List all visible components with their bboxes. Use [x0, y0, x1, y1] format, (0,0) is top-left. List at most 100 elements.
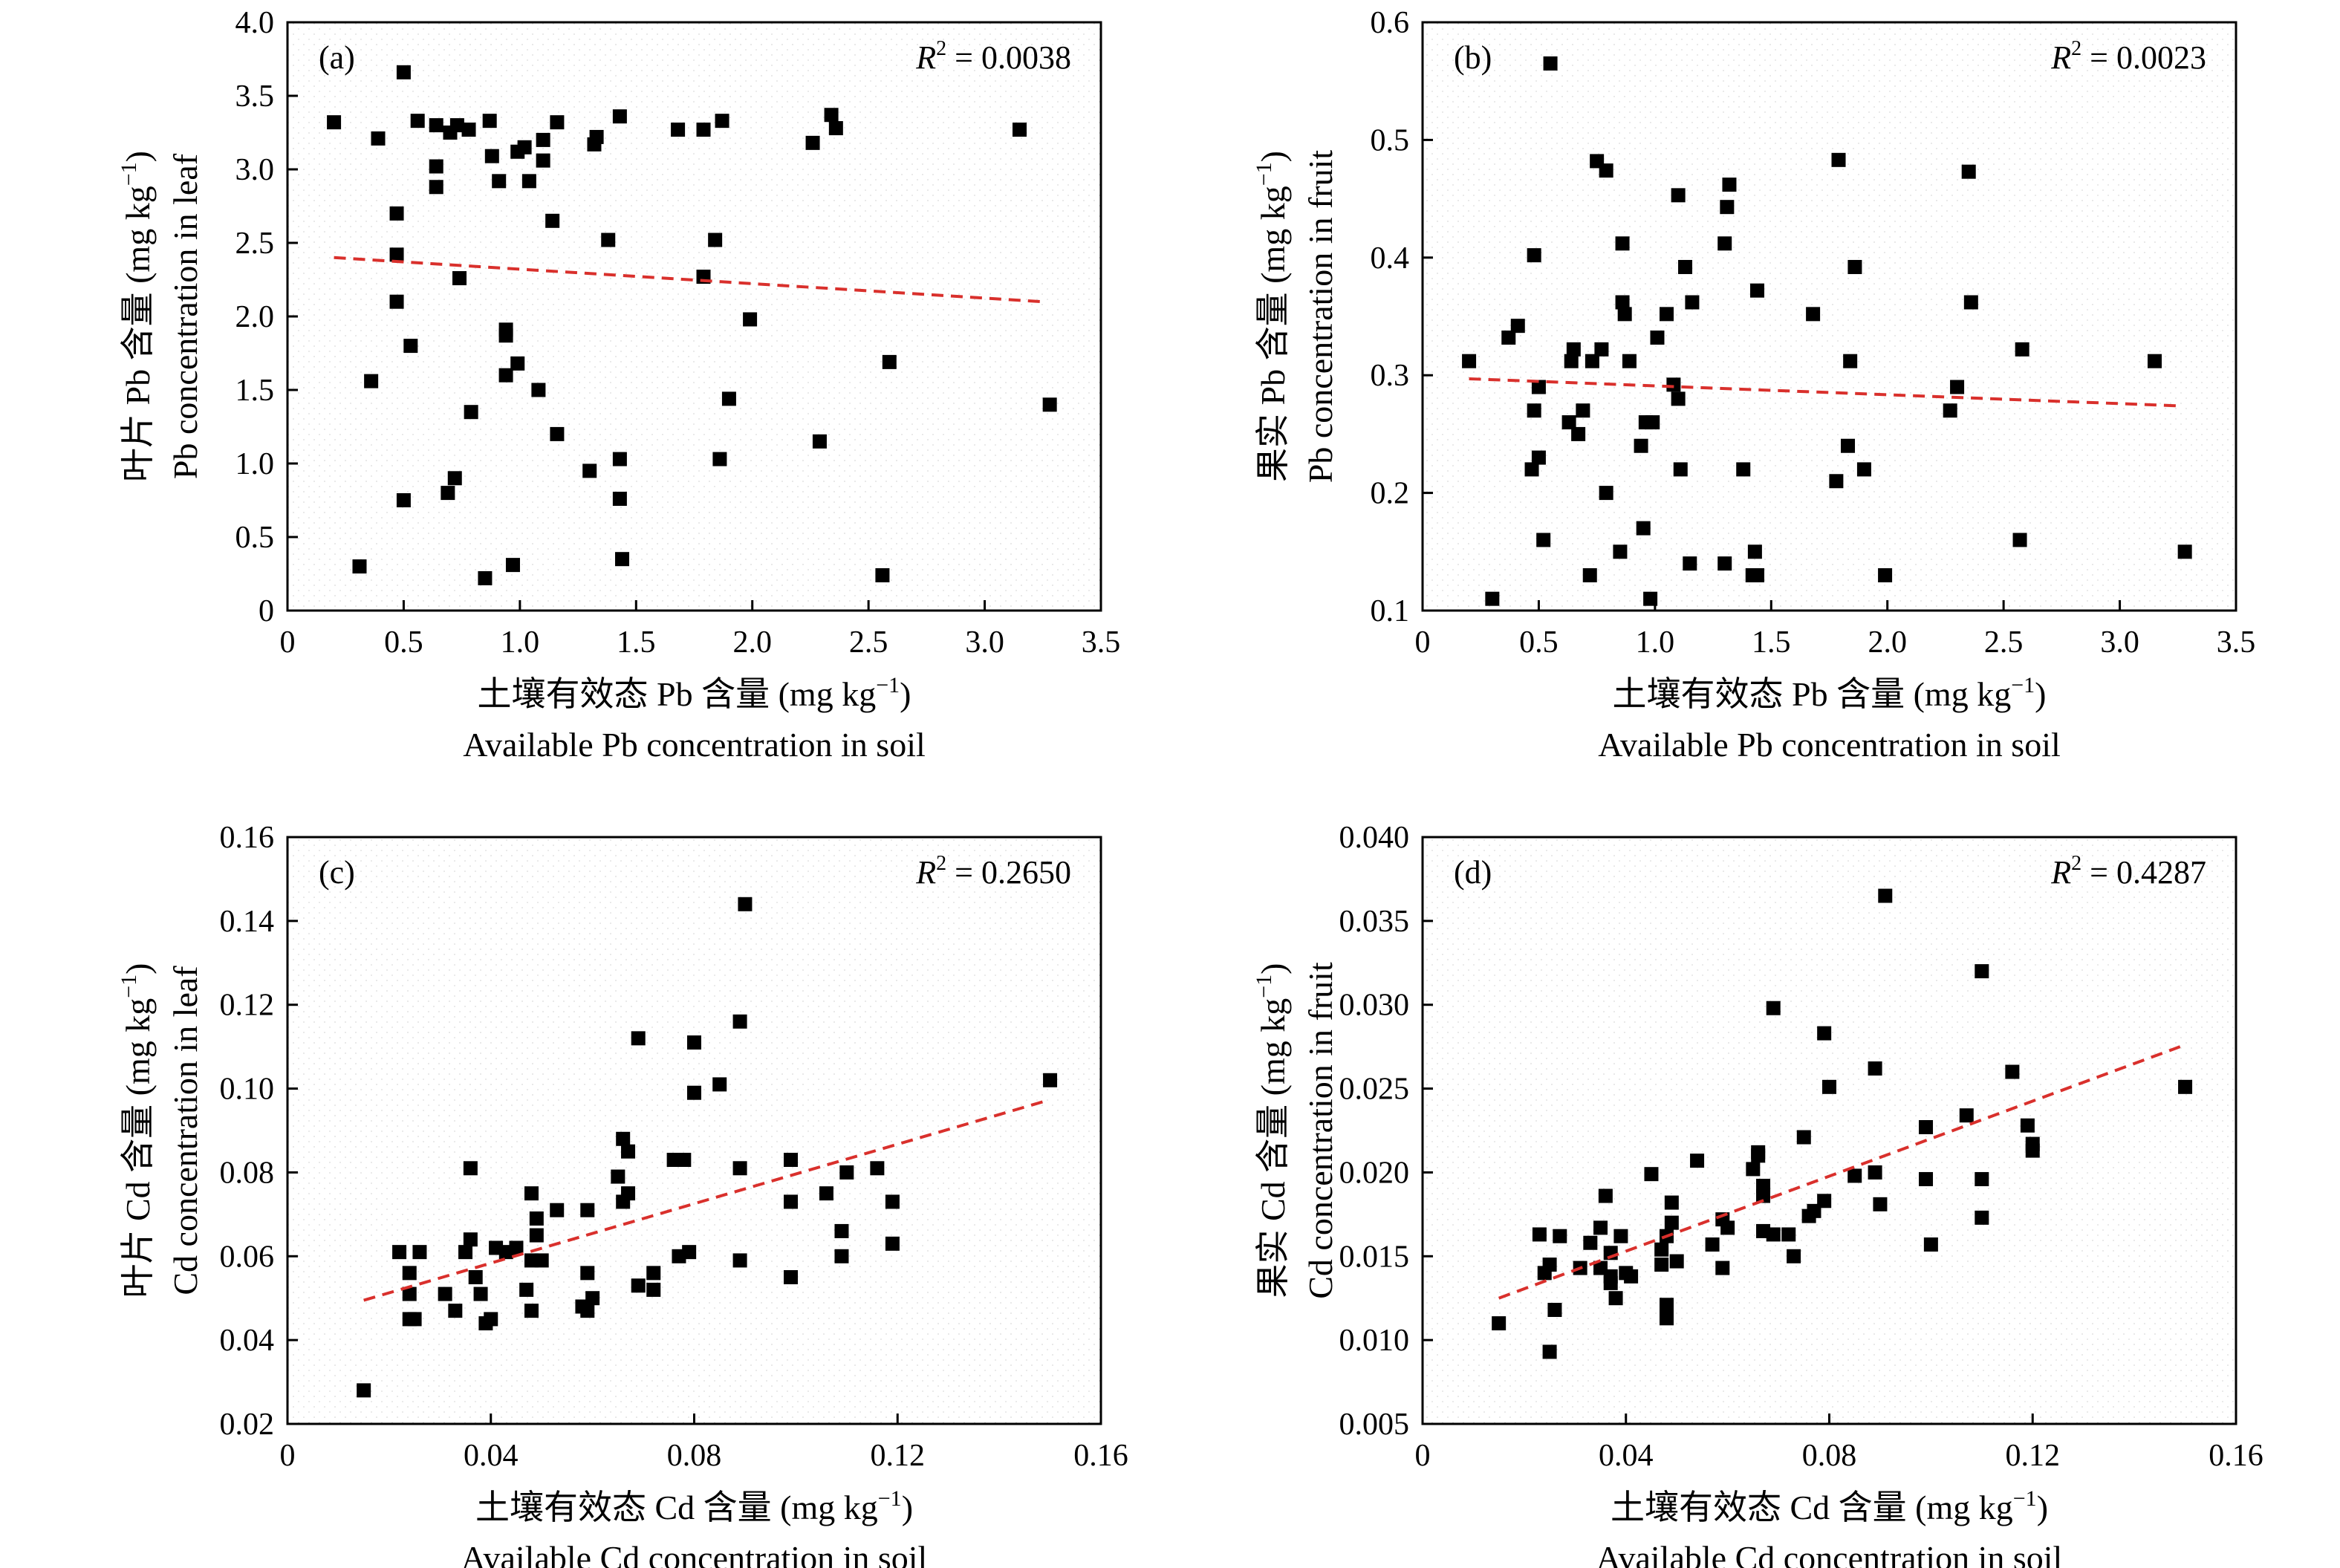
y-tick-label: 0.04 — [220, 1324, 275, 1358]
x-tick-label: 1.5 — [617, 625, 656, 660]
x-axis-label-en: Available Pb concentration in soil — [1598, 726, 2061, 764]
y-tick-label: 0.1 — [1371, 594, 1410, 628]
data-point — [580, 1304, 595, 1318]
y-tick-label: 0.2 — [1371, 477, 1410, 511]
y-tick-label: 0.010 — [1339, 1324, 1410, 1358]
data-point — [1536, 533, 1551, 547]
data-point — [708, 232, 723, 247]
data-point — [1736, 462, 1751, 477]
data-point — [1878, 567, 1893, 582]
data-point — [534, 1253, 549, 1268]
data-point — [784, 1153, 799, 1167]
data-points — [1492, 888, 2193, 1359]
data-point — [1868, 1165, 1882, 1180]
data-point — [839, 1165, 854, 1180]
data-point — [882, 354, 897, 369]
data-point — [1543, 56, 1558, 71]
data-point — [712, 1077, 727, 1092]
y-tick-label: 0.5 — [1371, 123, 1410, 157]
data-point — [1817, 1194, 1832, 1208]
data-point — [1542, 1258, 1557, 1272]
x-axis-label-en: Available Pb concentration in soil — [463, 726, 926, 764]
data-point — [631, 1031, 646, 1046]
data-point — [521, 174, 536, 189]
data-point — [407, 1312, 422, 1327]
y-axis-label-en: Pb concentration in fruit — [1301, 150, 1339, 484]
data-point — [529, 1228, 544, 1243]
data-point — [885, 1194, 900, 1209]
panel-b: 0 0.5 1.0 1.5 2.0 2.5 3.0 3.5 0.1 0.2 0.3 0.4 0.5 0.6… — [1252, 6, 2255, 764]
data-point — [1878, 888, 1893, 903]
x-tick-label: 1.0 — [1636, 625, 1675, 660]
data-point — [1847, 259, 1862, 274]
y-tick-label: 0.025 — [1339, 1073, 1410, 1107]
data-point — [484, 1312, 498, 1327]
y-tick-label: 2.5 — [235, 227, 275, 261]
data-point — [1531, 450, 1546, 465]
panel-label: (c) — [319, 854, 355, 891]
data-point — [1847, 1168, 1862, 1183]
y-axis-label: 叶片 Pb 含量 (mg kg−1) — [117, 151, 157, 482]
data-point — [1571, 426, 1586, 441]
data-point — [682, 1245, 697, 1260]
data-point — [1766, 1001, 1781, 1015]
data-point — [1683, 556, 1697, 571]
data-point — [677, 1153, 692, 1167]
data-point — [1566, 342, 1581, 357]
data-point — [473, 1286, 488, 1301]
data-point — [1644, 1167, 1659, 1182]
data-point — [1594, 342, 1609, 357]
data-point — [1843, 354, 1858, 368]
data-point — [1524, 462, 1539, 477]
data-point — [468, 1270, 483, 1284]
data-point — [531, 383, 546, 397]
data-point — [1943, 403, 1957, 418]
x-axis-label: 土壤有效态 Cd 含量 (mg kg−1) — [475, 1486, 913, 1526]
x-tick-label: 0.12 — [871, 1439, 926, 1473]
data-point — [1643, 591, 1658, 606]
data-point — [621, 1186, 636, 1201]
panel-a: 0 0.5 1.0 1.5 2.0 2.5 3.0 3.5 0 0.5 1.0 1.5 2.0 2.5 3.… — [117, 6, 1120, 764]
data-point — [1564, 354, 1579, 368]
data-point — [448, 1304, 463, 1318]
data-point — [784, 1194, 799, 1209]
data-point — [1781, 1227, 1796, 1242]
data-point — [1660, 1311, 1674, 1326]
r-squared-annotation: R2 = 0.0023 — [2050, 37, 2206, 76]
x-axis-label-en: Available Cd concentration in soil — [1596, 1539, 2063, 1568]
plot-background — [287, 837, 1101, 1424]
data-point — [2148, 354, 2162, 368]
data-point — [1650, 331, 1665, 345]
data-point — [1043, 1073, 1058, 1087]
data-point — [402, 1286, 417, 1301]
data-point — [712, 452, 727, 466]
x-tick-label: 2.0 — [732, 625, 772, 660]
data-point — [1561, 415, 1576, 430]
y-tick-label: 0.3 — [1371, 359, 1410, 393]
y-tick-label: 0.02 — [220, 1408, 275, 1442]
data-point — [536, 132, 550, 147]
y-tick-label: 0 — [259, 594, 274, 628]
data-point — [463, 1161, 478, 1176]
y-tick-label: 1.5 — [235, 374, 275, 408]
data-point — [458, 1245, 473, 1260]
data-point — [687, 1035, 701, 1050]
data-point — [1856, 462, 1871, 477]
y-tick-label: 0.040 — [1339, 821, 1410, 855]
data-point — [1582, 567, 1597, 582]
data-point — [1766, 1227, 1781, 1242]
data-point — [452, 271, 467, 286]
data-point — [412, 1245, 427, 1260]
data-point — [1542, 1344, 1557, 1359]
data-point — [2015, 342, 2029, 357]
data-point — [1666, 377, 1681, 392]
data-point — [687, 1085, 701, 1100]
data-point — [2020, 1118, 2035, 1133]
data-point — [1720, 1220, 1735, 1235]
data-point — [1501, 331, 1516, 345]
data-point — [403, 339, 418, 354]
data-point — [371, 131, 386, 146]
data-point — [1547, 1303, 1562, 1318]
data-point — [1963, 295, 1978, 310]
x-tick-label: 0 — [1415, 625, 1431, 660]
